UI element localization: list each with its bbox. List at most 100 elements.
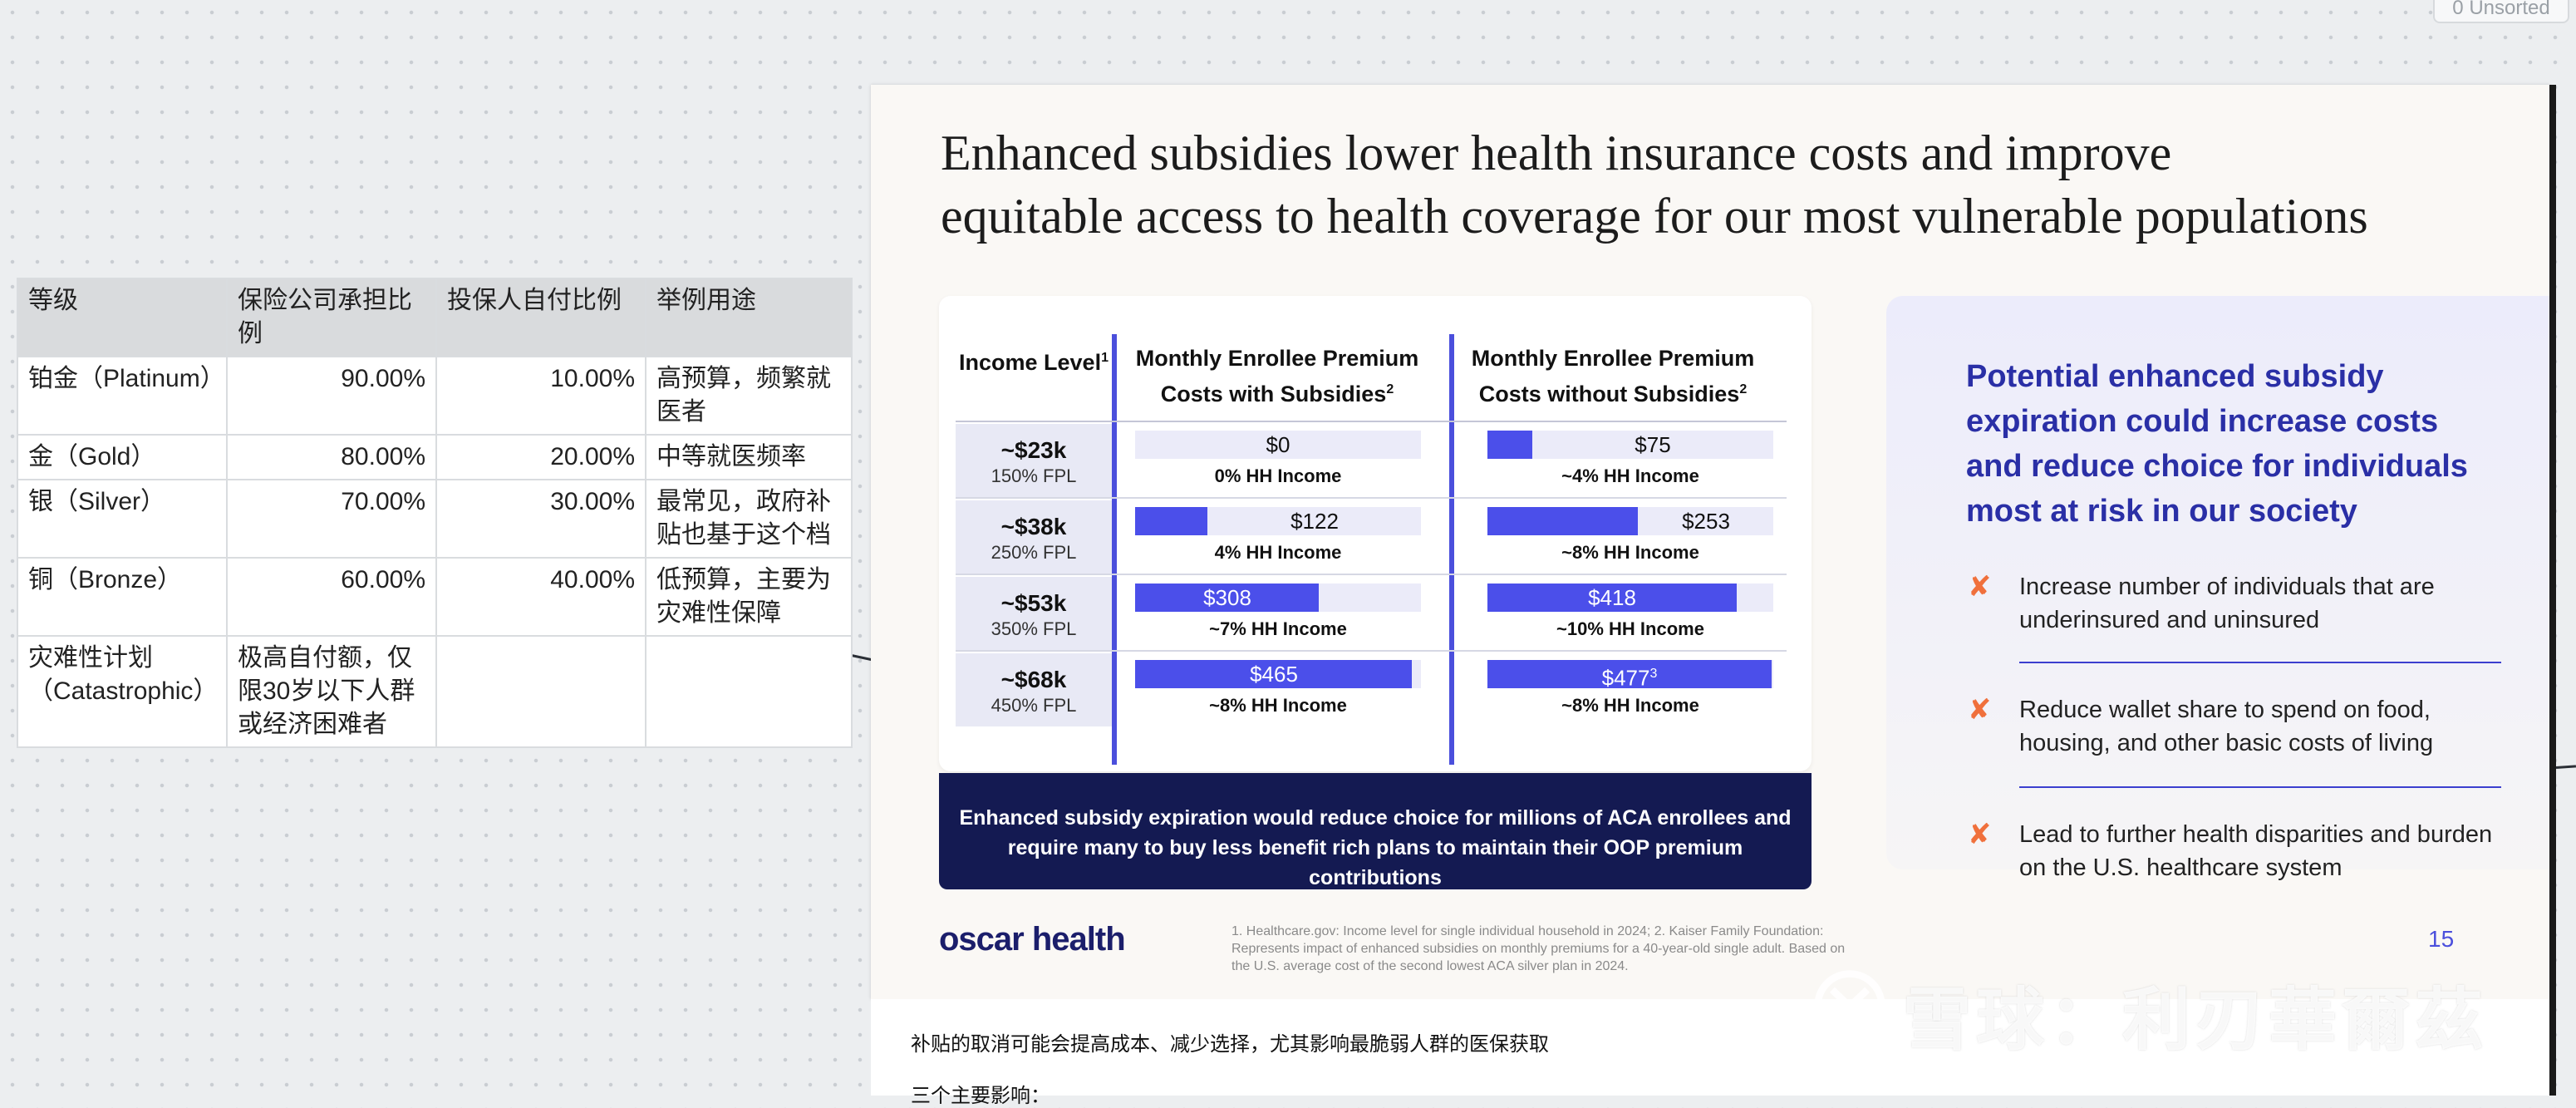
table-cell[interactable]: 金（Gold）: [17, 434, 228, 480]
table-cell[interactable]: 高预算，频繁就医者: [645, 356, 853, 436]
table-cell[interactable]: 70.00%: [226, 479, 437, 559]
bar-without-subsidy: $4773: [1487, 660, 1773, 691]
income-cell: ~$38k 250% FPL: [956, 500, 1112, 574]
table-cell[interactable]: 铂金（Platinum）: [17, 356, 228, 436]
connector-line-right: [2555, 765, 2576, 769]
note-text-block[interactable]: 补贴的取消可能会提高成本、减少选择，尤其影响最脆弱人群的医保获取 三个主要影响：: [871, 999, 2549, 1107]
hh-income-label: 4% HH Income: [1214, 542, 1342, 563]
bar-value-label: $418: [1588, 585, 1636, 610]
bar-value-label: $253: [1682, 509, 1730, 534]
table-cell[interactable]: 10.00%: [435, 356, 646, 436]
row-divider: [956, 650, 1787, 652]
impact-heading: Potential enhanced subsidy expiration co…: [1966, 359, 2468, 529]
income-cell: ~$23k 150% FPL: [956, 424, 1112, 497]
income-amount: ~$23k: [1000, 437, 1067, 463]
column-divider: [1449, 334, 1454, 765]
table-cell[interactable]: [435, 635, 646, 748]
bullet-divider: [2019, 786, 2501, 788]
bar-fill: [1487, 507, 1638, 535]
page-number: 15: [2428, 926, 2455, 952]
bar-fill: [1135, 584, 1319, 612]
bar-with-subsidy: $308: [1135, 584, 1421, 612]
header-insurer-share: 保险公司承担比例: [226, 278, 437, 357]
header-without-subsidies: Monthly Enrollee Premium Costs without S…: [1471, 346, 1755, 406]
banner-line-1: Enhanced subsidy expiration would reduce…: [959, 806, 1792, 830]
cross-mark-icon: ✘: [1968, 694, 1992, 726]
slide-title-line-2: equitable access to health coverage for …: [941, 189, 2368, 244]
income-amount: ~$68k: [1000, 667, 1067, 692]
bar-value-label: $308: [1203, 585, 1251, 610]
table-cell[interactable]: 40.00%: [435, 557, 646, 637]
bullet-text: Reduce wallet share to spend on food, ho…: [2019, 697, 2434, 756]
insurance-tier-table: 等级 保险公司承担比例 投保人自付比例 举例用途 铂金（Platinum） 90…: [17, 278, 853, 748]
income-amount: ~$53k: [1000, 590, 1067, 616]
table-cell[interactable]: 60.00%: [226, 557, 437, 637]
hh-income-label: ~8% HH Income: [1561, 695, 1699, 716]
table-cell[interactable]: 铜（Bronze）: [17, 557, 228, 637]
snowball-logo-icon: [1814, 970, 1885, 1042]
hh-income-label: ~4% HH Income: [1561, 465, 1699, 486]
impact-panel: Potential enhanced subsidy expiration co…: [1886, 296, 2549, 881]
bar-value-label: $75: [1635, 432, 1671, 457]
row-divider: [956, 497, 1787, 499]
bar-value-label: $0: [1266, 432, 1290, 457]
table-cell[interactable]: 最常见，政府补贴也基于这个档: [645, 479, 853, 559]
bar-value-label: $122: [1290, 509, 1339, 534]
income-amount: ~$38k: [1000, 514, 1067, 539]
hh-income-label: ~8% HH Income: [1209, 695, 1347, 716]
slide-title-line-1: Enhanced subsidies lower health insuranc…: [941, 126, 2172, 180]
bar-fill: [1135, 660, 1412, 688]
table-row: 铜（Bronze） 60.00% 40.00% 低预算，主要为灾难性保障: [17, 557, 853, 637]
table-cell[interactable]: 90.00%: [226, 356, 437, 436]
table-cell[interactable]: 银（Silver）: [17, 479, 228, 559]
income-cell: ~$68k 450% FPL: [956, 653, 1112, 726]
row-divider: [956, 574, 1787, 575]
bar-without-subsidy: $418: [1487, 584, 1773, 612]
banner-line-2: require many to buy less benefit rich pl…: [1007, 836, 1743, 889]
note-line-2: 三个主要影响：: [911, 1085, 1050, 1107]
header-income-level: Income Level1: [959, 350, 1109, 375]
bullet-divider: [2019, 662, 2501, 663]
table-cell[interactable]: [645, 635, 853, 748]
table-row: 铂金（Platinum） 90.00% 10.00% 高预算，频繁就医者: [17, 356, 853, 436]
bar-fill: [1135, 507, 1207, 535]
table-cell[interactable]: 20.00%: [435, 434, 646, 480]
table-cell[interactable]: 中等就医频率: [645, 434, 853, 480]
unsorted-chip[interactable]: 0 Unsorted: [2433, 0, 2569, 23]
income-fpl: 150% FPL: [991, 465, 1077, 486]
table-cell[interactable]: 低预算，主要为灾难性保障: [645, 557, 853, 637]
table-cell[interactable]: 极高自付额，仅限30岁以下人群或经济困难者: [226, 635, 437, 748]
income-fpl: 450% FPL: [991, 695, 1077, 716]
bar-without-subsidy: $253: [1487, 507, 1773, 535]
cross-mark-icon: ✘: [1968, 571, 1992, 603]
bar-with-subsidy: $465: [1135, 660, 1421, 688]
hh-income-label: ~8% HH Income: [1561, 542, 1699, 563]
header-with-subsidies: Monthly Enrollee Premium Costs with Subs…: [1135, 346, 1419, 406]
slide-border-line: [2549, 85, 2556, 1096]
header-use-case: 举例用途: [645, 278, 853, 357]
slide-footnote: 1. Healthcare.gov: Income level for sing…: [1231, 924, 1846, 973]
table-row: 灾难性计划（Catastrophic） 极高自付额，仅限30岁以下人群或经济困难…: [17, 635, 853, 748]
bar-fill: [1487, 431, 1532, 459]
bar-without-subsidy: $75: [1487, 431, 1773, 459]
table-header-row: 等级 保险公司承担比例 投保人自付比例 举例用途: [17, 278, 853, 357]
bar-with-subsidy: $0: [1135, 431, 1421, 459]
table-cell[interactable]: 30.00%: [435, 479, 646, 559]
income-fpl: 350% FPL: [991, 618, 1077, 639]
table-cell[interactable]: 灾难性计划（Catastrophic）: [17, 635, 228, 748]
cross-mark-icon: ✘: [1968, 819, 1992, 850]
bullet-text: Lead to further health disparities and b…: [2019, 821, 2493, 881]
premium-comparison-panel: Income Level1 Monthly Enrollee Premium C…: [939, 296, 1812, 771]
bar-fill: [1487, 584, 1737, 612]
bullet-text: Increase number of individuals that are …: [2019, 574, 2435, 633]
bar-fill: [1487, 660, 1772, 688]
table-cell[interactable]: 80.00%: [226, 434, 437, 480]
presentation-slide[interactable]: Enhanced subsidies lower health insuranc…: [871, 85, 2549, 999]
hh-income-label: 0% HH Income: [1214, 465, 1342, 486]
hh-income-label: ~10% HH Income: [1556, 618, 1704, 639]
income-cell: ~$53k 350% FPL: [956, 577, 1112, 650]
income-fpl: 250% FPL: [991, 542, 1077, 563]
header-enrollee-share: 投保人自付比例: [435, 278, 646, 357]
bar-footnote-sup: 3: [1649, 667, 1658, 681]
row-divider: [956, 421, 1787, 422]
